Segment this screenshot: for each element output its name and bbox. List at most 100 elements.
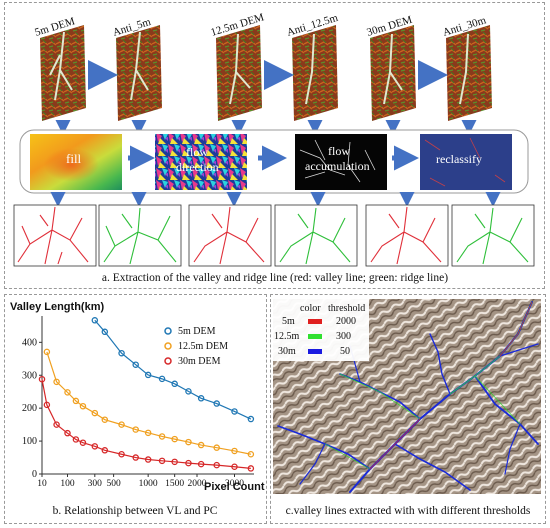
- chart-b-point: [247, 450, 255, 458]
- dem-tile-12-5m: [216, 25, 262, 121]
- step-flow-direction-2: direction: [176, 160, 219, 174]
- chart-b-point: [185, 459, 192, 467]
- chart-b-series-line: [41, 379, 251, 470]
- flow-direction-thumbnail: [155, 134, 247, 190]
- panel-a-graphics: 5m DEM Anti_5m 12.5m DEM Anti_12.5m 30m …: [13, 11, 535, 284]
- legend-header-threshold: threshold: [328, 303, 365, 314]
- step-flow-direction-1: flow: [186, 145, 208, 159]
- dem-tile-anti-30m: [446, 25, 492, 121]
- chart-b-point: [101, 447, 109, 454]
- valley-network: [277, 301, 539, 493]
- chart-b-point: [185, 438, 192, 446]
- panel-c: [270, 294, 546, 524]
- ridge-result-12-5m: [274, 204, 358, 267]
- chart-b-point: [144, 429, 152, 437]
- chart-b-point: [64, 429, 71, 437]
- chart-b-x-tick-label: 3000: [225, 479, 244, 489]
- chart-b-point: [132, 361, 139, 368]
- chart-b-point: [118, 450, 125, 458]
- legend-row-12-5m-label: 12.5m: [274, 331, 300, 342]
- ridge-result-30m: [451, 204, 535, 267]
- ridge-result-5m: [98, 204, 182, 267]
- chart-b-point: [247, 415, 255, 423]
- chart-b-x-tick-label: 2000: [188, 479, 207, 489]
- caption-b: b. Relationship between VL and PC: [53, 505, 218, 517]
- valley-result-5m: [13, 204, 97, 267]
- chart-b-point: [231, 408, 238, 415]
- valley-result-30m: [365, 204, 449, 267]
- chart-b-point: [158, 375, 166, 383]
- chart-b-point: [144, 371, 152, 379]
- chart-b-point: [91, 409, 99, 417]
- chart-b-legend-marker: [164, 342, 172, 350]
- chart-b-point: [213, 444, 220, 451]
- step-flow-accumulation-2: accumulation: [305, 159, 370, 173]
- legend-row-12-5m-threshold: 300: [336, 331, 351, 342]
- legend-swatch-30m: [308, 349, 322, 354]
- chart-b-point: [79, 439, 87, 446]
- chart-b-point: [43, 348, 51, 356]
- chart-b-legend-label: 5m DEM: [178, 326, 216, 337]
- caption-a: a. Extraction of the valley and ridge li…: [102, 272, 448, 284]
- chart-b-point: [101, 416, 109, 423]
- dem-tile-anti-5m: [116, 25, 162, 121]
- chart-b-y-tick-label: 0: [32, 469, 37, 480]
- chart-b-point: [72, 397, 80, 405]
- chart-b-point: [79, 402, 87, 410]
- chart-b-y-tick-label: 100: [22, 436, 37, 447]
- chart-b-point: [118, 349, 125, 357]
- legend-swatch-12-5m: [308, 334, 322, 339]
- chart-b-point: [91, 443, 99, 450]
- chart-b-point: [91, 317, 99, 324]
- legend-swatch-5m: [308, 319, 322, 324]
- chart-b-point: [38, 375, 46, 383]
- chart-b-series-line: [94, 319, 252, 420]
- chart-b-point: [197, 395, 205, 402]
- chart-b-x-tick-label: 1500: [165, 479, 184, 489]
- dem-tile-30m: [370, 25, 416, 121]
- chart-b-ylabel: Valley Length(km): [10, 301, 104, 313]
- panel-a: [4, 2, 545, 289]
- chart-b-point: [53, 421, 60, 428]
- chart-b-point: [231, 463, 238, 471]
- legend-row-30m-threshold: 50: [340, 346, 350, 357]
- chart-b-xlabel: Pixel Count: [204, 481, 265, 493]
- chart-b-point: [53, 378, 60, 386]
- dem-tile-5m: [40, 25, 86, 121]
- chart-b-x-tick-label: 500: [106, 479, 121, 489]
- chart-b-legend-marker: [164, 357, 172, 365]
- chart-b-point: [185, 388, 192, 395]
- chart-b-point: [231, 447, 238, 455]
- chart-b-point: [118, 421, 125, 428]
- chart-b-point: [213, 461, 220, 469]
- step-flow-accumulation-1: flow: [328, 144, 350, 158]
- chart-b-y-tick-label: 300: [22, 370, 37, 381]
- legend-header-color: color: [300, 303, 321, 314]
- chart-b-y-tick-label: 200: [22, 403, 37, 414]
- dem-tile-anti-12-5m: [292, 25, 338, 121]
- flow-accumulation-thumbnail: [295, 134, 387, 190]
- legend-row-5m-label: 5m: [282, 316, 295, 327]
- chart-b-point: [197, 441, 205, 449]
- chart-b-point: [101, 328, 109, 336]
- chart-b-y-tick-label: 400: [22, 337, 37, 348]
- chart-b-series-line: [46, 351, 251, 455]
- chart-b-point: [158, 457, 166, 465]
- chart-b-legend-marker: [164, 327, 172, 335]
- chart-b-legend-label: 12.5m DEM: [178, 341, 228, 352]
- chart-b-point: [197, 460, 205, 468]
- chart-b-x-tick-label: 300: [88, 479, 103, 489]
- chart-b-point: [171, 380, 178, 388]
- chart-b-point: [64, 389, 71, 396]
- chart-b-x-tick-label: 10: [37, 479, 47, 489]
- chart-b-x-tick-label: 100: [60, 479, 75, 489]
- legend-row-30m-label: 30m: [278, 346, 296, 357]
- chart-b-point: [247, 465, 255, 472]
- chart-b-point: [158, 433, 166, 440]
- chart-b-point: [144, 456, 152, 463]
- chart-b-x-tick-label: 1000: [139, 479, 158, 489]
- chart-b-point: [171, 435, 178, 443]
- chart-b-point: [132, 426, 139, 433]
- chart-b-point: [132, 454, 139, 461]
